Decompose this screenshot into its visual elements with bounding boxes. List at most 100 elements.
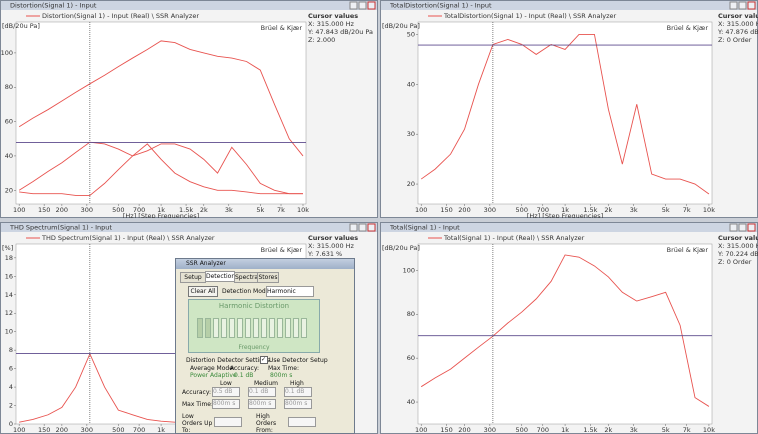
x-tick-label: 500 <box>516 426 528 434</box>
curve <box>420 34 710 195</box>
x-tick-label: 10k <box>703 426 715 434</box>
y-unit: [dB/20u Pa] <box>382 22 420 30</box>
y-tick-label: 80 <box>5 83 13 91</box>
max-time: 800m s <box>270 372 293 379</box>
window-button <box>367 223 376 232</box>
window-button <box>729 1 738 10</box>
window-title: Distortion(Signal 1) - Input <box>10 2 97 10</box>
x-tick-label: 3k <box>630 426 638 434</box>
graph-title: Harmonic Distortion <box>218 302 290 310</box>
curve <box>18 141 303 195</box>
tab[interactable]: Detection <box>205 271 236 282</box>
x-tick-label: 3k <box>630 206 638 214</box>
curve <box>19 143 303 196</box>
plot-area <box>417 21 713 205</box>
brand: Brüel & Kjær <box>667 246 709 254</box>
harmonic-bar <box>205 318 211 338</box>
high-orders-field[interactable] <box>288 417 316 427</box>
use-detector-label: Use Detector Setup <box>269 357 328 364</box>
dialog-title: SSR Analyzer <box>176 259 354 269</box>
x-tick-label: 700 <box>133 426 145 434</box>
cursor-value: X: 315.000 Hz <box>308 242 355 250</box>
max-time-field[interactable]: 800m s <box>284 399 312 409</box>
x-tick-label: 1k <box>561 206 569 214</box>
x-tick-label: 200 <box>56 206 68 214</box>
x-tick-label: 2k <box>200 206 208 214</box>
tab[interactable]: Stores <box>257 272 279 283</box>
x-tick-label: 150 <box>440 206 452 214</box>
x-tick-label: 100 <box>13 206 25 214</box>
max-time-row-label: Max Time: <box>182 401 214 408</box>
max-time-field[interactable]: 800m s <box>248 399 276 409</box>
harmonic-bar <box>285 318 291 338</box>
x-tick-label: 1k <box>157 426 165 434</box>
harmonic-bar <box>237 318 243 338</box>
harmonic-bar <box>213 318 219 338</box>
harmonic-bar <box>301 318 307 338</box>
y-tick-label: 18 <box>5 254 13 262</box>
graph-bars <box>197 314 311 338</box>
checkbox[interactable]: ✓ <box>260 356 268 364</box>
y-tick-label: 40 <box>5 152 13 160</box>
level: Medium <box>254 380 278 387</box>
mode-dropdown[interactable]: Harmonic <box>266 286 314 297</box>
y-tick-label: 14 <box>5 291 13 299</box>
low-orders-field[interactable] <box>214 417 242 427</box>
window-button <box>367 1 376 10</box>
window-button <box>738 223 747 232</box>
accuracy-label: Accuracy: <box>230 365 259 372</box>
accuracy-field[interactable]: 0.1 dB <box>284 387 312 397</box>
clear-button[interactable]: Clear All <box>188 286 218 297</box>
x-tick-label: 10k <box>297 206 309 214</box>
y-tick-label: 80 <box>407 310 415 318</box>
window-title: TotalDistortion(Signal 1) - Input <box>389 2 492 10</box>
plot-area <box>417 243 713 425</box>
cursor-title: Cursor values <box>718 12 758 20</box>
accuracy: 0.1 dB <box>234 372 254 379</box>
cursor-value: Z: 2.000 <box>308 36 335 44</box>
y-unit: [dB/20u Pa] <box>2 22 40 30</box>
average-mode: Power Adaptive <box>190 372 237 379</box>
cursor-title: Cursor values <box>308 234 358 242</box>
window-button <box>738 1 747 10</box>
tab[interactable]: Setup <box>180 272 206 283</box>
graph-x-label: Frequency <box>238 344 270 351</box>
x-tick-label: 300 <box>81 206 93 214</box>
cursor-value: Y: 47.876 dB <box>717 28 758 36</box>
window-button <box>747 223 756 232</box>
plot-content <box>16 22 306 204</box>
x-axis-label: [Hz] [Step Frequencies] <box>123 212 199 220</box>
max-time-field[interactable]: 800m s <box>212 399 240 409</box>
plot-content <box>418 22 712 204</box>
harmonic-bar <box>197 318 203 338</box>
title-bar <box>381 223 757 232</box>
x-tick-label: 10k <box>703 206 715 214</box>
y-tick-label: 0 <box>9 420 13 428</box>
y-tick-label: 16 <box>5 272 13 280</box>
chart-window: Total(Signal 1) - Input Total(Signal 1) -… <box>380 222 758 434</box>
harmonic-bar <box>245 318 251 338</box>
harmonic-bar <box>253 318 259 338</box>
x-tick-label: 1.5k <box>583 206 597 214</box>
y-tick-label: 2 <box>9 402 13 410</box>
curve <box>18 40 304 157</box>
y-tick-label: 50 <box>407 30 415 38</box>
chart-window: Distortion(Signal 1) - Input Distortion(S… <box>0 0 378 220</box>
x-tick-label: 150 <box>38 206 50 214</box>
x-tick-label: 700 <box>537 426 549 434</box>
window-title: Total(Signal 1) - Input <box>389 224 460 232</box>
title-bar <box>381 1 757 10</box>
title-bar <box>1 1 377 10</box>
x-tick-label: 1.5k <box>179 206 193 214</box>
x-tick-label: 500 <box>516 206 528 214</box>
window-button <box>747 1 756 10</box>
accuracy-field[interactable]: 0.5 dB <box>212 387 240 397</box>
x-tick-label: 5k <box>662 426 670 434</box>
x-tick-label: 700 <box>133 206 145 214</box>
cursor-value: Z: 0 Order <box>718 258 752 266</box>
accuracy-field[interactable]: 0.1 dB <box>248 387 276 397</box>
x-tick-label: 200 <box>56 426 68 434</box>
tab[interactable]: Spectra <box>234 272 259 283</box>
y-tick-label: 40 <box>407 398 415 406</box>
